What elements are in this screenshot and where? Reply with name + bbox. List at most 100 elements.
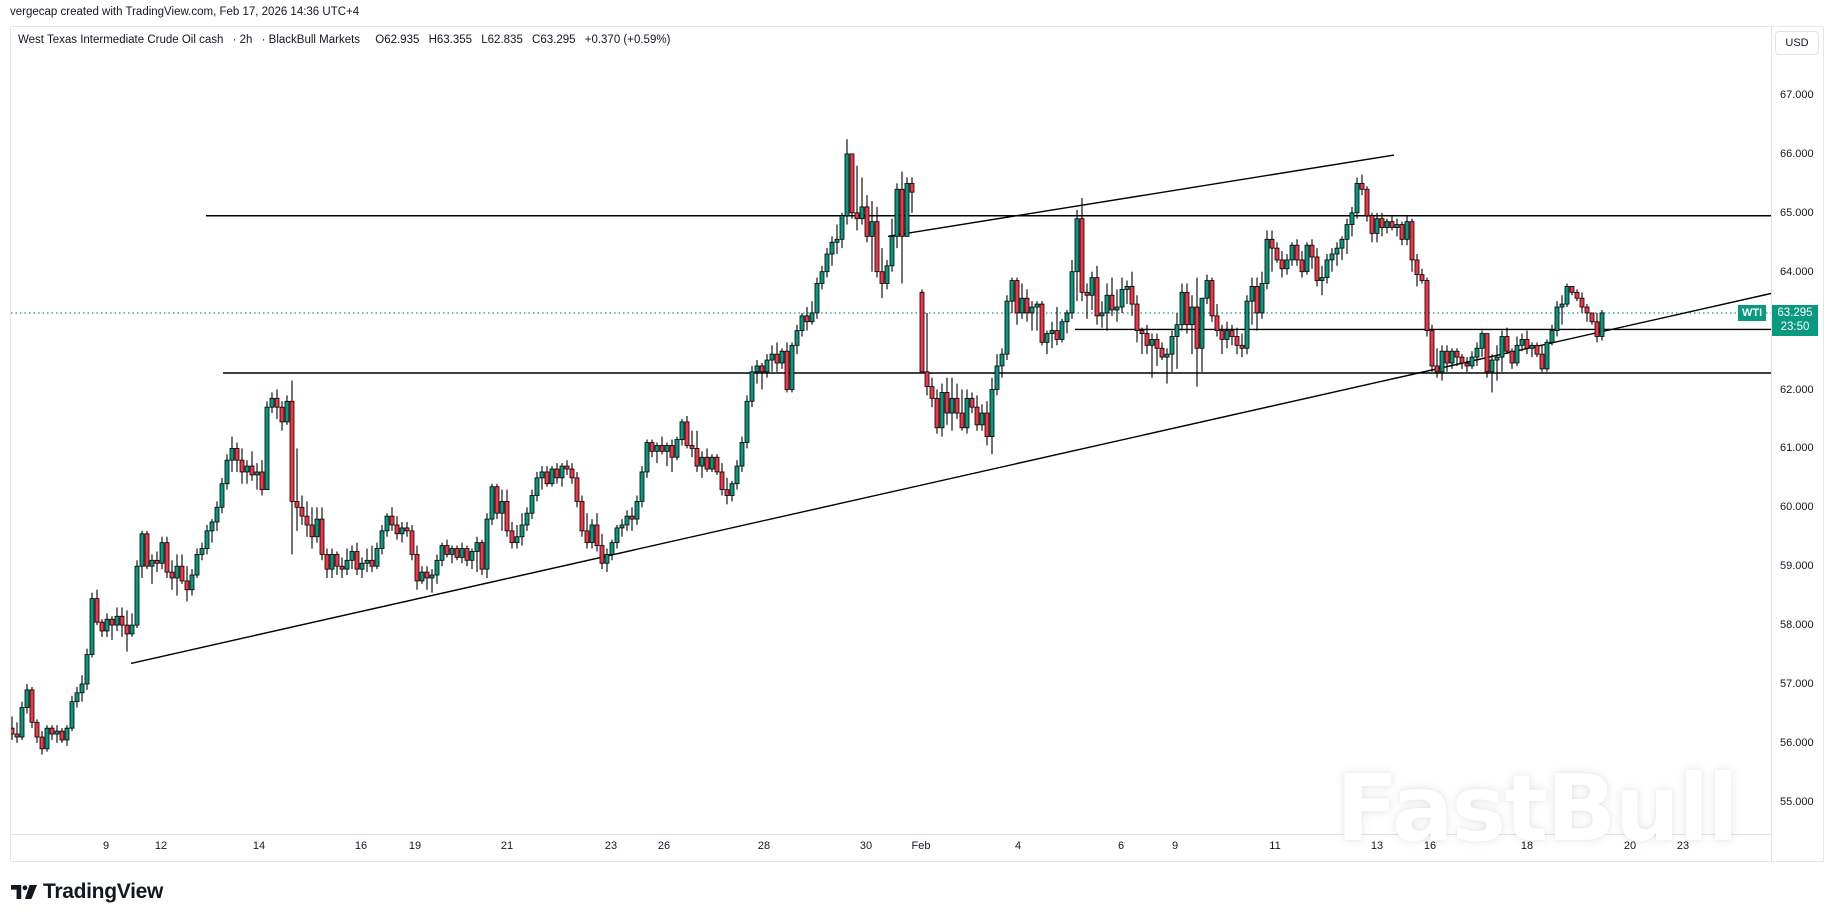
candle-down[interactable] [109,616,115,640]
candle-down[interactable] [1504,327,1510,355]
candle-down[interactable] [414,545,420,590]
candle-down[interactable] [1434,348,1440,378]
candle-up[interactable] [1554,301,1560,337]
candle-down[interactable] [954,383,960,419]
candle-up[interactable] [314,507,320,543]
candle-up[interactable] [159,536,165,570]
candle-down[interactable] [464,545,470,567]
candle-down[interactable] [1314,248,1320,287]
candle-up[interactable] [744,395,750,449]
candle-up[interactable] [614,524,620,549]
candle-down[interactable] [1454,348,1460,366]
candle-down[interactable] [409,524,415,561]
candle-down[interactable] [684,416,690,449]
candle-down[interactable] [804,307,810,331]
candle-up[interactable] [284,395,290,425]
candle-up[interactable] [1189,295,1195,355]
candle-down[interactable] [774,342,780,372]
candle-down[interactable] [479,539,485,576]
candle-down[interactable] [309,507,315,549]
trendline-drawing[interactable] [130,292,1771,665]
candle-up[interactable] [1559,295,1565,325]
candle-up[interactable] [374,542,380,570]
candle-down[interactable] [1359,174,1365,196]
candle-up[interactable] [1349,206,1355,237]
candle-down[interactable] [909,177,915,213]
candle-up[interactable] [559,463,565,487]
candle-up[interactable] [1029,301,1035,331]
candle-down[interactable] [1424,277,1430,337]
candle-up[interactable] [1179,283,1185,331]
candle-up[interactable] [484,513,490,578]
candle-up[interactable] [1074,209,1080,302]
candle-down[interactable] [879,248,885,299]
candle-down[interactable] [719,463,725,496]
candle-up[interactable] [604,548,610,573]
candle-down[interactable] [974,395,980,431]
candle-up[interactable] [219,477,225,514]
candle-up[interactable] [1249,277,1255,325]
candle-up[interactable] [1529,342,1535,358]
candle-down[interactable] [169,560,175,590]
candle-up[interactable] [434,554,440,584]
candle-up[interactable] [1404,215,1410,246]
candle-up[interactable] [1289,242,1295,266]
candle-down[interactable] [594,513,600,552]
candle-down[interactable] [454,545,460,561]
candle-up[interactable] [344,548,350,576]
candle-up[interactable] [1104,283,1110,331]
candle-down[interactable] [94,589,100,626]
candle-down[interactable] [1214,304,1220,337]
candle-down[interactable] [1509,348,1515,369]
candle-down[interactable] [1274,242,1280,263]
candle-up[interactable] [734,460,740,490]
candle-up[interactable] [209,519,215,543]
candle-up[interactable] [1474,342,1480,366]
candle-down[interactable] [1144,324,1150,355]
candle-down[interactable] [1254,277,1260,331]
candle-up[interactable] [114,607,120,631]
candle-down[interactable] [1294,239,1300,266]
candle-down[interactable] [924,312,930,396]
candle-up[interactable] [839,212,845,249]
candle-up[interactable] [729,480,735,502]
candle-up[interactable] [1544,339,1550,372]
candle-up[interactable] [824,248,830,278]
candle-down[interactable] [864,195,870,243]
candle-up[interactable] [194,548,200,578]
candle-up[interactable] [1549,324,1555,346]
candle-up[interactable] [1394,218,1400,237]
candle-up[interactable] [24,684,30,714]
candle-down[interactable] [574,471,580,508]
candle-up[interactable] [979,404,985,431]
candle-up[interactable] [204,524,210,555]
candle-up[interactable] [619,519,625,537]
candle-down[interactable] [1299,251,1305,278]
candle-up[interactable] [989,377,995,455]
candle-down[interactable] [354,542,360,576]
candle-down[interactable] [1129,271,1135,316]
candle-down[interactable] [1574,289,1580,302]
candle-down[interactable] [1484,333,1490,378]
trendline-drawing[interactable] [887,154,1395,238]
candle-down[interactable] [569,463,575,484]
candle-down[interactable] [324,548,330,578]
candle-up[interactable] [139,530,145,578]
candle-down[interactable] [1039,301,1045,346]
candle-up[interactable] [1384,218,1390,234]
candle-down[interactable] [1309,239,1315,269]
candle-up[interactable] [994,354,1000,396]
candle-down[interactable] [1579,292,1585,313]
candle-up[interactable] [224,454,230,490]
candle-down[interactable] [1229,324,1235,346]
candle-down[interactable] [179,554,185,584]
candle-down[interactable] [599,533,605,570]
candle-up[interactable] [384,513,390,537]
candle-up[interactable] [419,566,425,584]
candle-up[interactable] [809,301,815,325]
candle-down[interactable] [704,448,710,472]
candle-up[interactable] [1264,230,1270,290]
candle-up[interactable] [199,542,205,561]
candle-up[interactable] [1449,348,1455,369]
